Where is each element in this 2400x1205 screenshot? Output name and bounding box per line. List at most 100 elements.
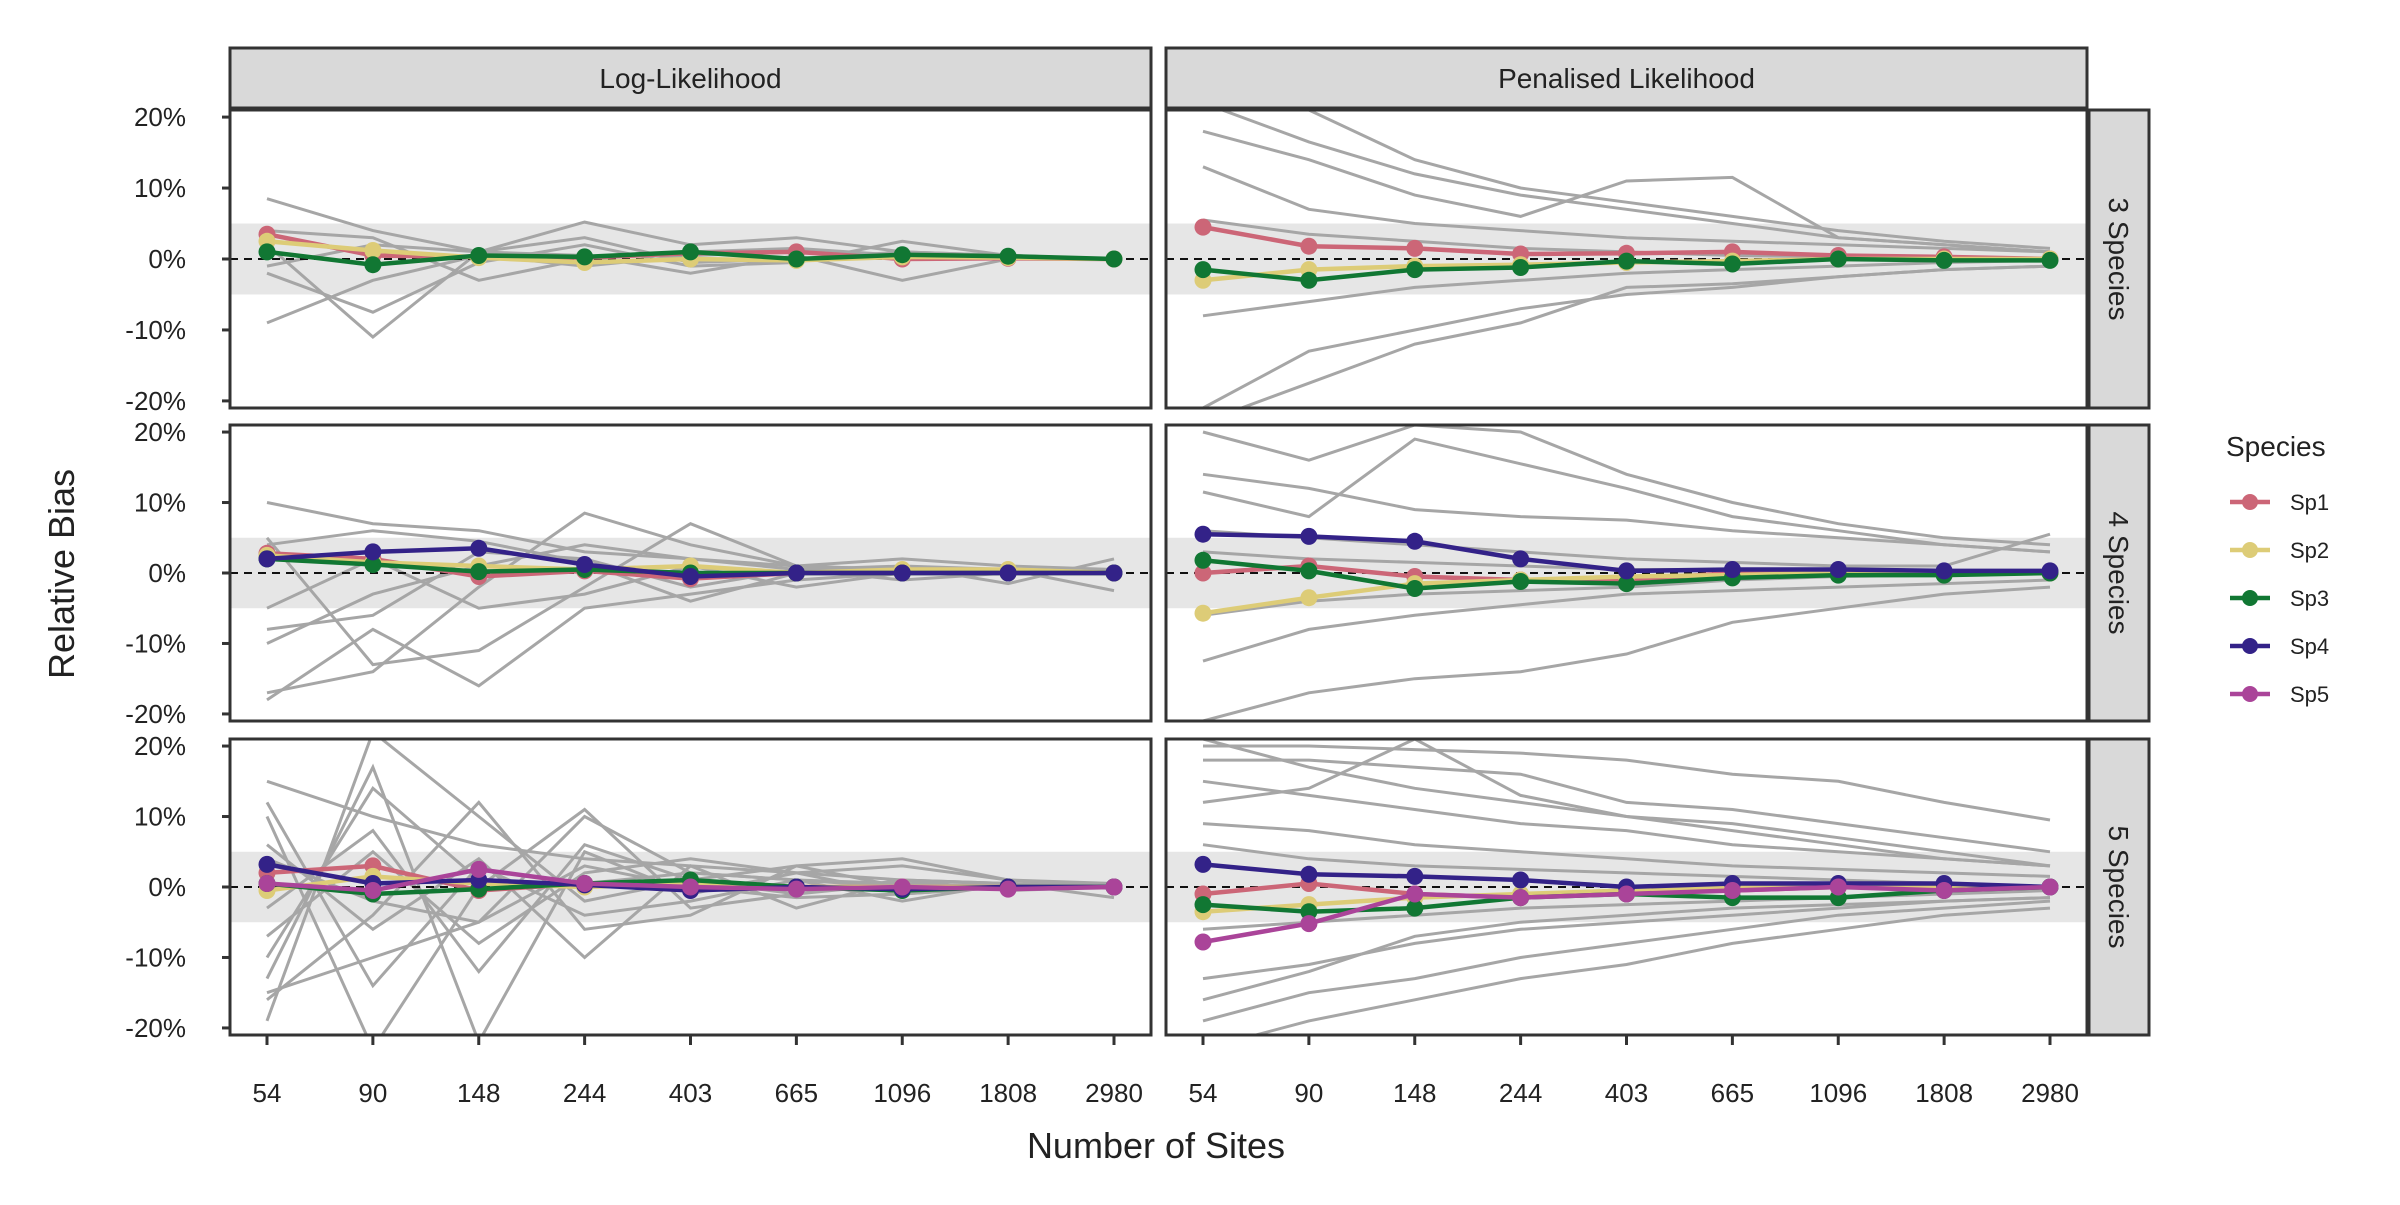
point-sp4-r1c1-4 [1618,562,1635,580]
series-r1c1 [1194,525,2059,622]
y-tick-label-r0-2: 0% [148,244,186,274]
point-sp5-r2c1-0 [1194,933,1212,951]
point-sp4-r1c0-1 [364,543,382,561]
column-strip-0 [228,46,1153,110]
panel-frame-r0c1 [1164,108,2089,410]
legend-item-sp5: Sp5 [2230,682,2329,707]
replicate-line-r2c1-1 [1203,758,2051,854]
legend-label-sp4: Sp4 [2290,634,2329,659]
point-sp4-r1c0-6 [893,564,911,582]
x-tick-label-c0-8: 2980 [1085,1078,1143,1108]
point-sp5-r2c0-5 [787,880,805,898]
point-sp1-r0c1-2 [1406,239,1424,257]
point-sp4-r1c1-0 [1194,525,1212,543]
point-sp5-r2c0-6 [893,878,911,896]
point-sp4-r2c1-1 [1300,865,1318,883]
y-tick-label-r0-4: 20% [134,102,186,132]
y-tick-label-r1-2: 0% [148,558,186,588]
point-sp5-r2c0-0 [258,875,276,892]
series-r2c1 [1194,855,2059,951]
point-sp1-r0c1-1 [1300,237,1318,255]
legend-key-point-sp1 [2242,494,2258,510]
point-sp4-r1c0-8 [1105,564,1123,582]
legend-key-point-sp2 [2242,542,2258,558]
x-tick-label-c0-6: 1096 [873,1078,931,1108]
point-sp3-r0c1-1 [1300,271,1318,289]
column-strip-1 [1164,46,2089,110]
point-sp5-r2c0-4 [682,878,699,896]
point-sp4-r1c1-2 [1406,532,1424,550]
y-tick-label-r2-1: -10% [125,942,186,972]
point-sp3-r0c1-0 [1194,261,1212,279]
point-sp4-r2c1-0 [1194,855,1212,873]
series-r1c0 [258,539,1123,588]
point-sp3-r0c0-8 [1105,250,1123,268]
legend-label-sp1: Sp1 [2290,490,2329,515]
replicate-line-r2c0-5 [266,843,1115,960]
series-r0c1 [1194,218,2059,289]
point-sp3-r1c1-2 [1406,580,1424,597]
y-tick-label-r1-0: -20% [125,699,186,729]
point-sp5-r2c1-2 [1406,885,1424,903]
point-sp1-r0c1-0 [1194,218,1212,236]
x-tick-label-c1-1: 90 [1294,1078,1323,1108]
point-sp3-r2c1-1 [1300,903,1318,921]
row-strip-label-0: 3 Species [2103,198,2134,321]
column-strip-label-0: Log-Likelihood [599,63,781,94]
point-sp2-r1c1-0 [1194,604,1212,622]
column-strip-label-1: Penalised Likelihood [1498,63,1755,94]
legend-label-sp3: Sp3 [2290,586,2329,611]
point-sp3-r1c1-1 [1300,562,1318,580]
replicate-line-r0c1-5 [1237,264,2051,408]
point-sp3-r0c1-8 [2041,251,2059,269]
replicate-line-r0c0-2 [266,243,1114,339]
point-sp5-r2c0-7 [999,880,1017,898]
replicates-r2c1 [1202,739,2051,1035]
point-sp2-r1c1-1 [1300,589,1318,607]
legend-key-point-sp3 [2242,590,2258,606]
point-sp4-r1c0-3 [576,556,594,573]
point-sp3-r0c1-6 [1829,250,1847,268]
point-sp3-r1c1-4 [1618,575,1635,593]
x-tick-label-c0-0: 54 [253,1078,282,1108]
legend-item-sp2: Sp2 [2230,538,2329,563]
point-sp4-r2c1-2 [1406,867,1424,885]
row-strip-label-1: 4 Species [2103,512,2134,635]
legend-item-sp4: Sp4 [2230,634,2329,659]
point-sp4-r1c0-7 [999,564,1017,582]
replicate-line-r1c1-1 [1202,437,2051,554]
y-tick-label-r2-2: 0% [148,872,186,902]
point-sp3-r1c0-1 [364,556,382,573]
x-tick-label-c1-2: 148 [1393,1078,1436,1108]
point-sp4-r2c1-3 [1512,871,1530,889]
point-sp5-r2c1-7 [1935,882,1953,899]
y-axis-title: Relative Bias [41,469,82,679]
point-sp3-r1c0-2 [470,563,488,581]
replicate-line-r0c1-6 [1202,258,2051,318]
point-sp3-r0c1-7 [1935,251,1953,269]
legend: Species Sp1 Sp2 Sp3 Sp4 Sp5 [2226,431,2329,707]
x-tick-label-c1-7: 1808 [1915,1078,1973,1108]
point-sp4-r1c1-1 [1300,527,1318,545]
replicate-line-r2c1-7 [1202,889,2051,931]
legend-key-point-sp4 [2242,638,2258,654]
point-sp5-r2c1-6 [1829,878,1847,896]
x-tick-label-c1-8: 2980 [2021,1078,2079,1108]
row-strip-label-2: 5 Species [2103,826,2134,949]
point-sp3-r0c0-2 [470,247,488,264]
point-sp4-r1c0-2 [470,539,488,557]
point-sp4-r1c0-5 [787,564,805,582]
x-tick-label-c1-5: 665 [1711,1078,1754,1108]
species-series-layer [258,218,2059,951]
x-tick-label-c1-4: 403 [1605,1078,1648,1108]
x-tick-label-c1-6: 1096 [1809,1078,1867,1108]
replicate-line-r0c1-2 [1202,129,2051,254]
legend-item-sp3: Sp3 [2230,586,2329,611]
point-sp3-r0c0-1 [364,256,382,274]
point-sp3-r0c1-2 [1406,261,1424,279]
replicate-line-r2c0-3 [265,807,1114,1035]
replicate-line-r2c1-0 [1203,744,2051,822]
point-sp1-r1c1-0 [1194,564,1212,582]
x-tick-label-c0-3: 244 [563,1078,606,1108]
